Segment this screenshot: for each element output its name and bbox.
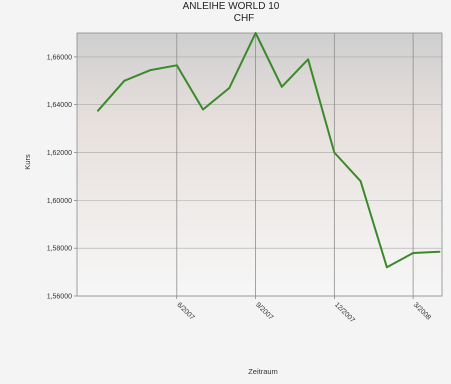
y-axis: 1,56000 1,58000 1,60000 1,62000 1,64000 1,660…	[47, 54, 77, 300]
y-tick-label: 1,64000	[47, 102, 72, 109]
x-axis-label: Zeitraum	[248, 367, 278, 376]
y-tick-label: 1,56000	[47, 294, 72, 301]
chart-title: ANLEIHE WORLD 10	[183, 1, 280, 12]
x-tick-label: 6/2007	[175, 301, 195, 321]
chart-subtitle: CHF	[234, 13, 255, 24]
x-tick-label: 3/2008	[412, 301, 432, 321]
y-tick-label: 1,58000	[47, 246, 72, 253]
y-tick-label: 1,66000	[47, 54, 72, 61]
y-axis-label: Kurs	[23, 154, 32, 170]
plot-area	[77, 33, 442, 296]
x-tick-label: 12/2007	[333, 301, 356, 324]
y-tick-label: 1,62000	[47, 150, 72, 157]
y-tick-label: 1,60000	[47, 198, 72, 205]
x-axis: 6/2007 9/2007 12/2007 3/2008	[175, 296, 431, 324]
x-tick-label: 9/2007	[254, 301, 274, 321]
